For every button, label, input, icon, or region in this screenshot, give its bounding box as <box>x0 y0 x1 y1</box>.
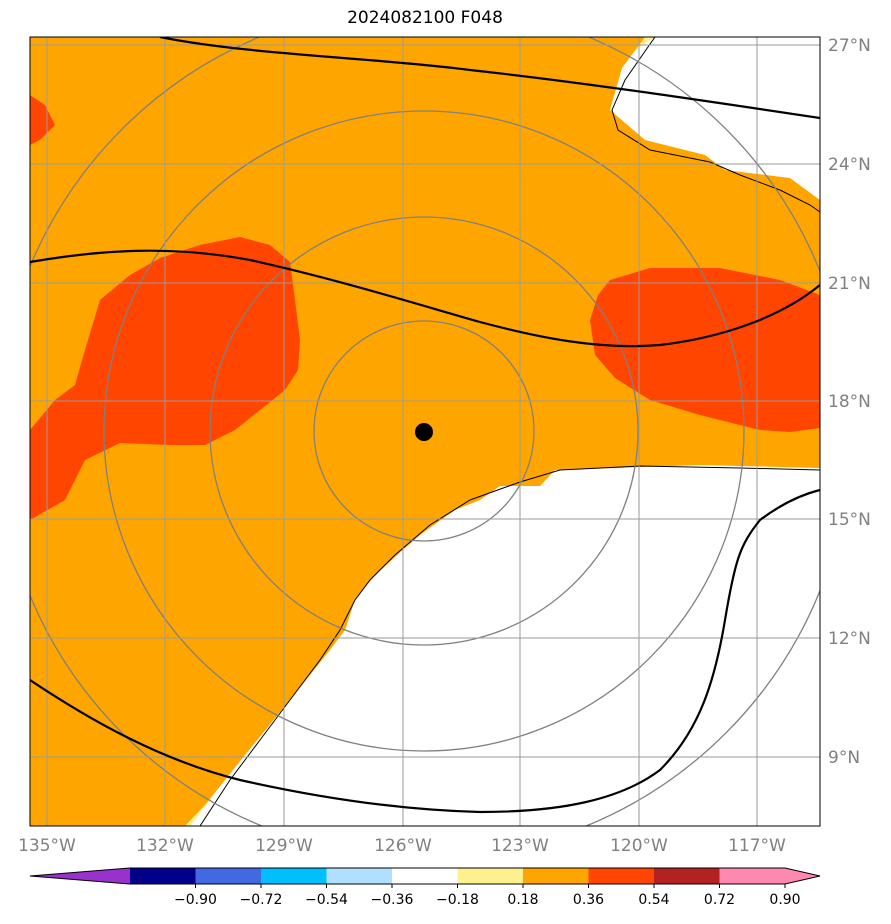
lat-label: 12°N <box>828 629 871 649</box>
colorbar-tick-label: −0.36 <box>371 892 414 908</box>
plot-frame <box>29 36 821 827</box>
storm-center-marker <box>415 423 433 441</box>
map-plot-area <box>30 37 820 826</box>
lon-label: 117°W <box>728 836 786 856</box>
colorbar-segment <box>130 868 196 884</box>
lon-label: 132°W <box>136 836 194 856</box>
colorbar-outline <box>29 867 821 885</box>
map-title: 2024082100 F048 <box>347 8 503 28</box>
lat-label: 18°N <box>828 392 871 412</box>
colorbar-segment <box>654 868 720 884</box>
colorbar-tick-label: 0.72 <box>704 892 735 908</box>
colorbar-tick-label: −0.18 <box>436 892 479 908</box>
grid-lines <box>30 37 820 826</box>
colorbar-segment <box>719 868 786 884</box>
colorbar-extend-high <box>785 868 820 884</box>
colorbar-tick-label: −0.72 <box>240 892 283 908</box>
thin-contour-south <box>199 465 820 826</box>
colorbar-extend-low <box>30 868 130 884</box>
colorbar-segment <box>326 868 393 884</box>
colorbar-segment <box>392 868 458 884</box>
red-blob-east <box>590 268 820 432</box>
lon-label: 126°W <box>374 836 432 856</box>
colorbar-tick-label: 0.36 <box>573 892 604 908</box>
colorbar-segment <box>457 868 524 884</box>
colorbar-segment <box>195 868 262 884</box>
lon-label: 120°W <box>610 836 668 856</box>
colorbar-segment <box>261 868 327 884</box>
colorbar: −0.90 −0.72 −0.54 −0.36 −0.18 0.18 0.36 0.54 0.7… <box>29 867 821 908</box>
lat-label: 21°N <box>828 274 871 294</box>
latitude-labels: 27°N 24°N 21°N 18°N 15°N 12°N 9°N <box>828 36 871 768</box>
colorbar-tick-label: −0.90 <box>174 892 217 908</box>
red-blob-edge <box>30 95 55 145</box>
lon-label: 135°W <box>18 836 76 856</box>
lat-label: 9°N <box>828 748 860 768</box>
lon-label: 123°W <box>491 836 549 856</box>
lat-label: 24°N <box>828 155 871 175</box>
range-rings <box>30 37 820 826</box>
longitude-labels: 135°W 132°W 129°W 126°W 123°W 120°W 117°… <box>18 836 786 856</box>
lon-label: 129°W <box>255 836 313 856</box>
lat-label: 15°N <box>828 510 871 530</box>
colorbar-tick-label: 0.18 <box>507 892 538 908</box>
colorbar-tick-label: 0.90 <box>769 892 800 908</box>
colorbar-segment <box>588 868 655 884</box>
colorbar-tick-label: 0.54 <box>638 892 669 908</box>
thick-contours <box>30 37 820 814</box>
colorbar-segment <box>523 868 589 884</box>
colorbar-tick-label: −0.54 <box>305 892 348 908</box>
thin-contour-north <box>611 37 820 213</box>
lat-label: 27°N <box>828 36 871 56</box>
